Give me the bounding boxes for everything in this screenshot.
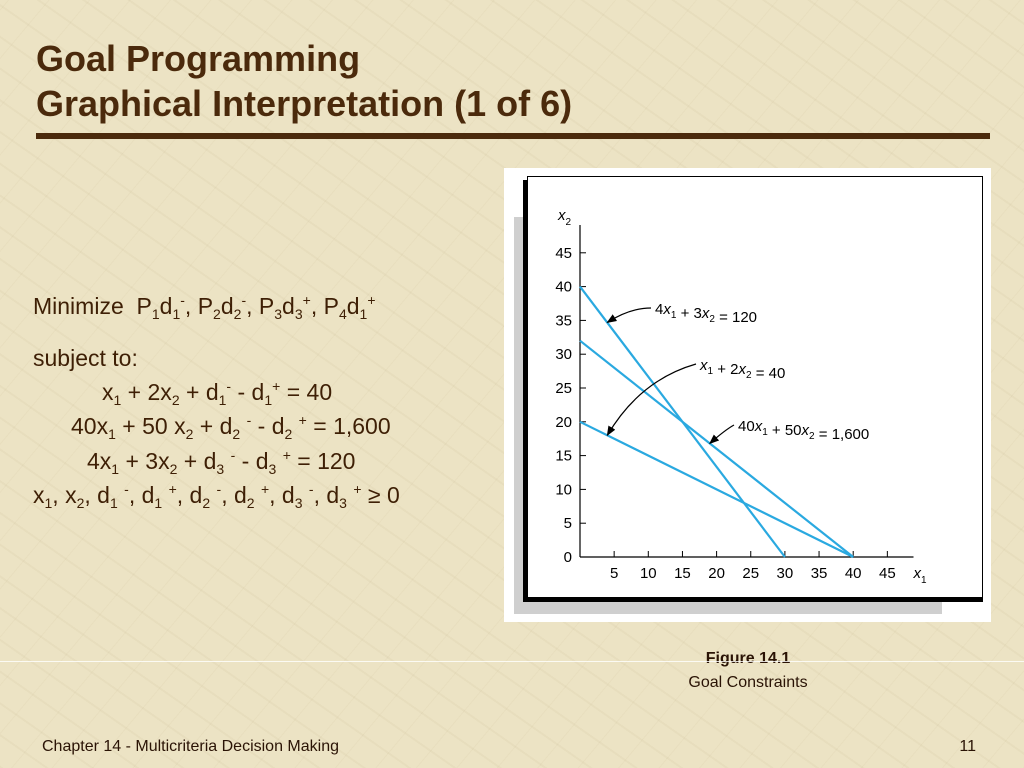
title-underline <box>36 133 990 139</box>
nonneg-rhs: 0 <box>386 482 400 508</box>
y-tick-label: 10 <box>555 481 572 498</box>
x-tick-label: 25 <box>742 565 759 582</box>
x-tick-label: 20 <box>708 565 725 582</box>
figure-caption-subtitle: Goal Constraints <box>688 674 808 691</box>
objective-label: Minimize <box>33 293 124 319</box>
y-tick-label: 45 <box>555 245 572 262</box>
chart-frame-shadow <box>523 180 983 602</box>
footer-divider <box>0 661 1024 662</box>
page-number: 11 <box>959 738 976 755</box>
y-tick-label: 30 <box>555 346 572 363</box>
constraint-clay: 4x1 + 3x2 + d3 - - d3 + = 120 <box>87 447 356 477</box>
constraint-labor: x1 + 2x2 + d1- - d1+ = 40 <box>102 378 333 408</box>
slide-title: Goal Programming Graphical Interpretatio… <box>36 36 572 126</box>
y-axis-label: x2 <box>557 207 572 228</box>
footer-chapter: Chapter 14 - Multicriteria Decision Maki… <box>42 738 339 755</box>
constraint-line <box>579 420 854 558</box>
annotation-arrow <box>709 424 735 445</box>
x-tick-label: 40 <box>845 565 862 582</box>
figure-caption-title: Figure 14.1 <box>705 650 791 667</box>
y-tick-label: 25 <box>555 380 572 397</box>
x-tick-label: 45 <box>879 565 896 582</box>
x-tick-label: 35 <box>811 565 828 582</box>
title-line-1: Goal Programming <box>36 38 361 79</box>
y-tick-label: 20 <box>555 414 572 431</box>
annotation-arrow <box>606 363 697 437</box>
y-tick-label: 35 <box>555 312 572 329</box>
constraint-profit: 40x1 + 50 x2 + d2 - - d2 + = 1,600 <box>71 412 391 442</box>
annotation-arrow <box>606 307 652 323</box>
nonnegativity-constraint: x1, x2, d1 -, d1 +, d2 -, d2 +, d3 -, d3… <box>33 481 400 511</box>
subject-to-label: subject to: <box>33 345 138 371</box>
y-tick-label: 0 <box>564 549 572 566</box>
x-tick-label: 15 <box>674 565 691 582</box>
y-tick-label: 5 <box>564 515 572 532</box>
y-tick-label: 15 <box>555 448 572 465</box>
constraint-line <box>579 339 854 558</box>
title-line-2: Graphical Interpretation (1 of 6) <box>36 83 573 124</box>
objective-line: Minimize P1d1-, P2d2-, P3d3+, P4d1+ <box>33 292 376 322</box>
x-axis-label: x1 <box>913 565 928 586</box>
x-tick-label: 5 <box>610 565 618 582</box>
y-tick-label: 40 <box>555 279 572 296</box>
equation-label: 4x1 + 3x2 = 120 <box>655 301 757 326</box>
x-tick-label: 10 <box>640 565 657 582</box>
equation-label: 40x1 + 50x2 = 1,600 <box>738 418 869 443</box>
equation-label: x1 + 2x2 = 40 <box>699 357 785 382</box>
x-tick-label: 30 <box>777 565 794 582</box>
chart-frame <box>527 176 983 598</box>
